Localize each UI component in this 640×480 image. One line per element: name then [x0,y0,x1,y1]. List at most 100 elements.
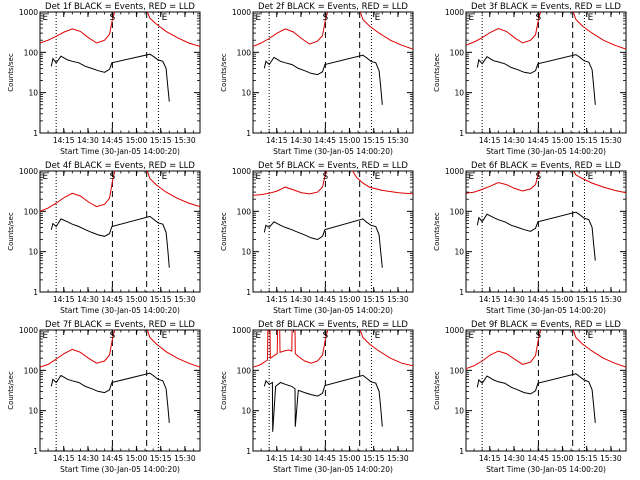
marker-e-end: E [588,331,594,341]
y-tick-label: 10 [454,248,464,257]
y-tick-label: 1000 [19,8,38,17]
y-tick-label: 1 [246,129,251,138]
x-tick-label: 15:15 [576,454,598,463]
x-tick-label: 14:45 [314,295,336,304]
events-series-line [263,54,383,105]
x-tick-label: 14:45 [527,295,549,304]
y-tick-label: 1000 [232,8,251,17]
lld-series-line [253,330,413,368]
panel-det-8: Det 8f BLACK = Events, RED = LLD Counts/s… [220,320,414,474]
marker-s: S [110,13,116,23]
x-tick-label: 15:15 [576,136,598,145]
x-tick-label: 15:30 [600,136,622,145]
x-tick-label: 14:45 [314,136,336,145]
events-series-line [263,374,383,432]
y-tick-label: 1000 [232,167,251,176]
x-tick-label: 14:15 [266,295,288,304]
x-tick-label: 14:15 [266,454,288,463]
x-axis-label: Start Time (30-Jan-05 14:00:20) [273,147,393,156]
lld-series-line [466,171,626,194]
plot-frame [465,11,627,134]
panel-det-6: Det 6f BLACK = Events, RED = LLD Counts/s… [433,161,627,315]
x-tick-label: 14:45 [314,454,336,463]
panel-title: Det 6f BLACK = Events, RED = LLD [471,161,621,171]
marker-e-end: E [375,172,381,182]
y-tick-label: 1 [459,129,464,138]
marker-e-start: E [255,13,261,23]
y-tick-label: 10 [28,407,38,416]
events-series-line [476,54,596,105]
x-axis-label: Start Time (30-Jan-05 14:00:20) [273,465,393,474]
y-tick-label: 1 [459,447,464,456]
y-tick-label: 1000 [19,326,38,335]
y-axis-label: Counts/sec [220,53,228,92]
plot-frame [252,329,414,452]
y-tick-label: 100 [237,366,252,375]
x-tick-label: 14:30 [290,454,312,463]
panel-det-5: Det 5f BLACK = Events, RED = LLD Counts/s… [220,161,414,315]
x-tick-label: 15:30 [387,295,409,304]
x-tick-label: 14:30 [290,136,312,145]
x-axis-label: Start Time (30-Jan-05 14:00:20) [486,465,606,474]
y-tick-label: 100 [237,207,252,216]
y-tick-label: 100 [450,207,465,216]
x-axis-label: Start Time (30-Jan-05 14:00:20) [486,147,606,156]
marker-e-end: E [588,172,594,182]
x-tick-label: 15:30 [174,136,196,145]
panel-title: Det 9f BLACK = Events, RED = LLD [471,320,621,330]
panel-det-9: Det 9f BLACK = Events, RED = LLD Counts/s… [433,320,627,474]
events-series-line [50,53,170,102]
y-tick-label: 10 [28,89,38,98]
plot-frame [39,329,201,452]
y-tick-label: 1000 [19,167,38,176]
panel-title: Det 2f BLACK = Events, RED = LLD [258,2,408,12]
x-tick-label: 14:30 [77,454,99,463]
y-axis-label: Counts/sec [7,212,15,251]
x-tick-label: 15:00 [339,136,361,145]
marker-e-start: E [42,172,48,182]
marker-e-end: E [162,13,168,23]
lld-series-line [40,171,200,212]
lld-series-line [40,330,200,368]
x-tick-label: 14:15 [53,136,75,145]
x-tick-label: 15:15 [150,295,172,304]
x-axis-label: Start Time (30-Jan-05 14:00:20) [60,465,180,474]
x-tick-label: 15:15 [150,454,172,463]
y-tick-label: 1000 [445,8,464,17]
marker-e-end: E [375,13,381,23]
y-tick-label: 1 [33,129,38,138]
plot-frame [39,170,201,293]
marker-e-end: E [375,331,381,341]
marker-s: S [110,331,116,341]
events-series-line [263,218,383,268]
marker-e-start: E [255,172,261,182]
plot-frame [39,11,201,134]
panel-title: Det 4f BLACK = Events, RED = LLD [45,161,195,171]
x-tick-label: 14:15 [479,454,501,463]
marker-e-start: E [468,172,474,182]
x-axis-label: Start Time (30-Jan-05 14:00:20) [486,306,606,315]
y-axis-label: Counts/sec [7,53,15,92]
x-axis-label: Start Time (30-Jan-05 14:00:20) [60,306,180,315]
panel-title: Det 5f BLACK = Events, RED = LLD [258,161,408,171]
y-tick-label: 1000 [232,326,251,335]
events-series-line [50,372,170,423]
marker-s: S [536,172,542,182]
marker-e-end: E [588,13,594,23]
y-tick-label: 100 [24,207,39,216]
x-tick-label: 14:30 [77,295,99,304]
x-tick-label: 15:00 [126,136,148,145]
y-tick-label: 10 [241,407,251,416]
marker-s: S [323,331,329,341]
marker-s: S [110,172,116,182]
x-tick-label: 15:00 [126,295,148,304]
x-tick-label: 14:45 [527,454,549,463]
y-tick-label: 10 [454,407,464,416]
marker-e-start: E [42,13,48,23]
events-series-line [476,373,596,423]
panel-title: Det 7f BLACK = Events, RED = LLD [45,320,195,330]
x-tick-label: 14:15 [53,454,75,463]
panel-det-4: Det 4f BLACK = Events, RED = LLD Counts/s… [7,161,201,315]
x-tick-label: 15:15 [363,136,385,145]
x-tick-label: 15:15 [363,454,385,463]
